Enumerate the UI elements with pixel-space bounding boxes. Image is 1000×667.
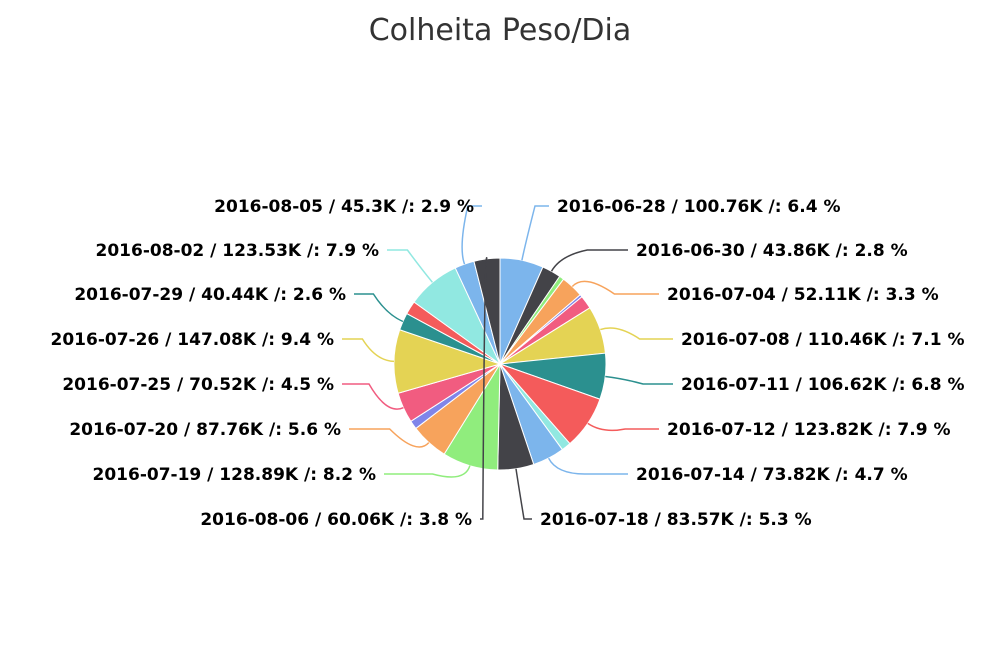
data-label-0: 2016-06-28 / 100.76K /: 6.4 %	[557, 197, 840, 217]
data-label-6: 2016-07-08 / 110.46K /: 7.1 %	[681, 330, 964, 350]
connector-0	[521, 205, 549, 261]
data-label-3: 2016-07-04 / 52.11K /: 3.3 %	[667, 285, 939, 305]
data-label-8: 2016-07-12 / 123.82K /: 7.9 %	[667, 420, 950, 440]
connector-8	[587, 422, 659, 432]
connector-19	[387, 249, 433, 283]
connector-17	[354, 293, 404, 323]
data-label-19: 2016-08-02 / 123.53K /: 7.9 %	[96, 241, 379, 261]
connector-7	[605, 375, 673, 385]
data-label-12: 2016-07-19 / 128.89K /: 8.2 %	[93, 465, 376, 485]
data-label-15: 2016-07-25 / 70.52K /: 4.5 %	[62, 375, 334, 395]
data-label-16: 2016-07-26 / 147.08K /: 9.4 %	[51, 330, 334, 350]
data-label-21: 2016-08-06 / 60.06K /: 3.8 %	[200, 510, 472, 530]
pie-slices	[393, 257, 607, 471]
connector-3	[571, 280, 659, 295]
connector-16	[342, 338, 395, 363]
connector-1	[550, 249, 628, 272]
data-labels: 2016-06-28 / 100.76K /: 6.4 % 2016-06-30 …	[51, 197, 965, 530]
connector-15	[342, 383, 404, 410]
connector-21	[480, 256, 488, 520]
data-label-11: 2016-07-18 / 83.57K /: 5.3 %	[540, 510, 812, 530]
data-label-1: 2016-06-30 / 43.86K /: 2.8 %	[636, 241, 908, 261]
connector-10	[547, 457, 628, 475]
label-connectors	[342, 205, 673, 520]
connector-12	[384, 465, 471, 478]
data-label-7: 2016-07-11 / 106.62K /: 6.8 %	[681, 375, 964, 395]
chart-title: Colheita Peso/Dia	[369, 13, 632, 48]
data-label-17: 2016-07-29 / 40.44K /: 2.6 %	[74, 285, 346, 305]
data-label-20: 2016-08-05 / 45.3K /: 2.9 %	[214, 197, 474, 217]
data-label-13: 2016-07-20 / 87.76K /: 5.6 %	[69, 420, 341, 440]
data-label-10: 2016-07-14 / 73.82K /: 4.7 %	[636, 465, 908, 485]
connector-20	[461, 205, 482, 265]
connector-13	[349, 428, 430, 448]
connector-11	[515, 468, 532, 520]
connector-6	[600, 327, 673, 340]
